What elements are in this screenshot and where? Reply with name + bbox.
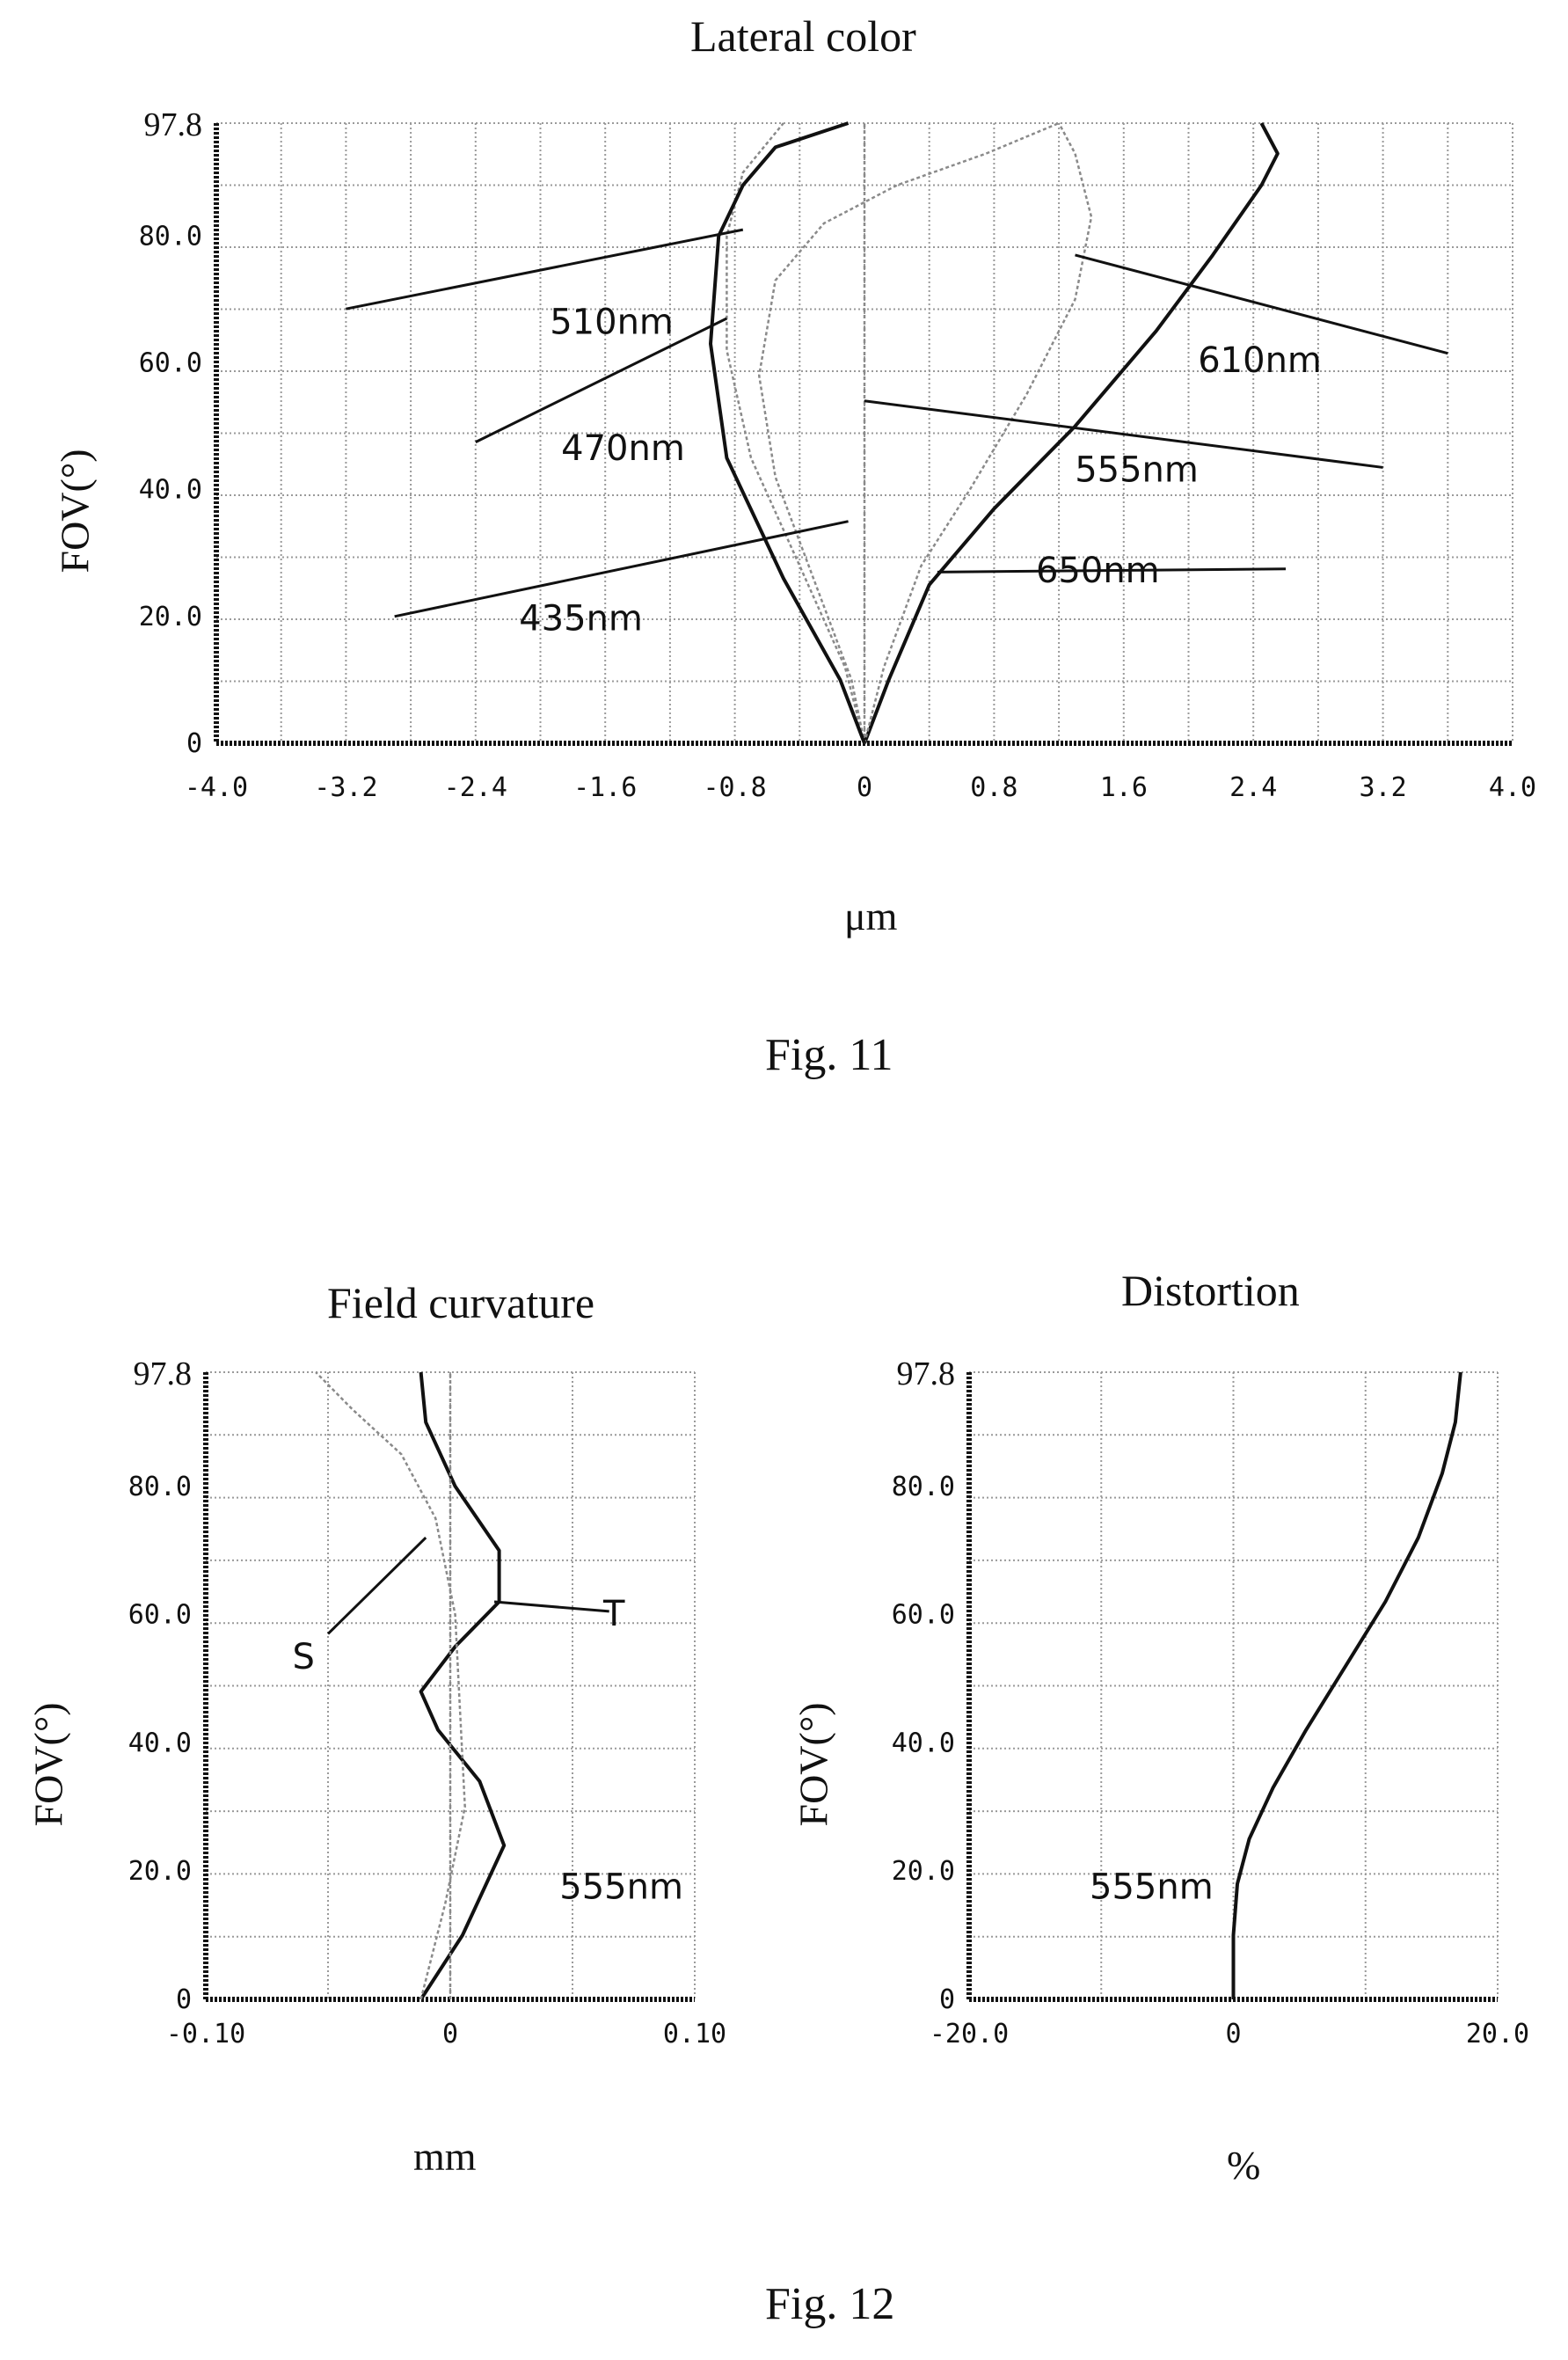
- annotation-label: 610nm: [1198, 340, 1322, 381]
- x-tick-label: -1.6: [573, 772, 637, 803]
- series-line-435nm: [709, 121, 866, 744]
- x-tick-label: 3.2: [1360, 772, 1407, 803]
- y-tick-label: 40.0: [139, 475, 202, 506]
- distortion-title: Distortion: [1121, 1266, 1300, 1315]
- annotation-label: S: [293, 1637, 315, 1677]
- x-tick-label: 0: [857, 772, 872, 803]
- x-tick-label: 0.8: [970, 772, 1017, 803]
- y-tick-label: 60.0: [139, 347, 202, 378]
- y-tick-label: 0: [176, 1984, 192, 2015]
- y-tick-label: 0: [939, 1984, 955, 2015]
- annotation-leader-line: [346, 228, 744, 311]
- series-line-555nm: [1231, 1371, 1462, 1999]
- x-tick-label: 2.4: [1229, 772, 1277, 803]
- annotation-label: 650nm: [1036, 551, 1160, 591]
- annotation-leader-line: [493, 1600, 609, 1613]
- annotation-leader-line: [864, 399, 1383, 469]
- annotation-leader-line: [1075, 253, 1448, 355]
- annotation-label: T: [602, 1594, 625, 1634]
- series-line-470nm: [726, 122, 866, 744]
- annotation-label: 470nm: [561, 428, 685, 469]
- field-curvature-title: Field curvature: [327, 1278, 595, 1327]
- annotation-label: 510nm: [550, 303, 674, 343]
- x-tick-label: 0: [442, 2019, 458, 2049]
- y-tick-label: 97.8: [897, 1355, 956, 1392]
- x-tick-label: -3.2: [314, 772, 377, 803]
- annotation-label: 435nm: [519, 598, 643, 639]
- annotation-label: 555nm: [1075, 450, 1199, 491]
- lateral-color-title: Lateral color: [690, 11, 916, 61]
- y-tick-label: 20.0: [128, 1856, 192, 1887]
- y-tick-label: 40.0: [128, 1728, 192, 1758]
- x-tick-label: -0.10: [166, 2019, 245, 2049]
- series-line-650nm: [863, 122, 1280, 744]
- distortion-xlabel: %: [1227, 2143, 1261, 2188]
- x-tick-label: -20.0: [930, 2019, 1009, 2049]
- annotation-leader-line: [326, 1537, 427, 1635]
- x-tick-label: 20.0: [1466, 2019, 1529, 2049]
- annotation-leader-line: [475, 317, 728, 443]
- x-tick-label: -0.8: [703, 772, 766, 803]
- y-tick-label: 80.0: [139, 221, 202, 252]
- series-line-610nm: [863, 122, 1093, 744]
- y-tick-label: 97.8: [134, 1355, 193, 1392]
- x-tick-label: 4.0: [1489, 772, 1536, 803]
- lateral-color-chart: -4.0 -3.2 -2.4 -1.6 -0.8 0 0.8 1.6 2.4 3.2 4.0 0 20.…: [139, 106, 1536, 803]
- y-tick-label: 80.0: [128, 1472, 192, 1502]
- x-tick-label: 0: [1225, 2019, 1241, 2049]
- y-tick-label: 20.0: [892, 1856, 955, 1887]
- x-tick-label: 0.10: [663, 2019, 726, 2049]
- y-tick-label: 0: [186, 728, 202, 759]
- y-tick-label: 60.0: [128, 1600, 192, 1631]
- lateral-color-xlabel: μm: [844, 894, 898, 939]
- x-tick-label: -2.4: [444, 772, 507, 803]
- annotation-leader-line: [394, 520, 849, 618]
- fig-11-caption: Fig. 11: [765, 1030, 893, 1080]
- annotation-label: 555nm: [559, 1867, 683, 1908]
- series-line-s: [315, 1371, 466, 2000]
- series-line-510nm: [757, 121, 1060, 744]
- annotation-leader-line: [937, 567, 1287, 574]
- field-curvature-xlabel: mm: [413, 2134, 477, 2179]
- y-tick-label: 60.0: [892, 1600, 955, 1631]
- distortion-ylabel: FOV(°): [791, 1702, 836, 1827]
- y-tick-label: 40.0: [892, 1728, 955, 1758]
- y-tick-label: 20.0: [139, 602, 202, 632]
- fig-12-caption: Fig. 12: [765, 2279, 895, 2329]
- x-tick-label: 1.6: [1100, 772, 1148, 803]
- y-tick-label: 80.0: [892, 1472, 955, 1502]
- annotation-label: 555nm: [1090, 1867, 1214, 1908]
- y-tick-label: 97.8: [144, 106, 203, 143]
- x-tick-label: -4.0: [185, 772, 248, 803]
